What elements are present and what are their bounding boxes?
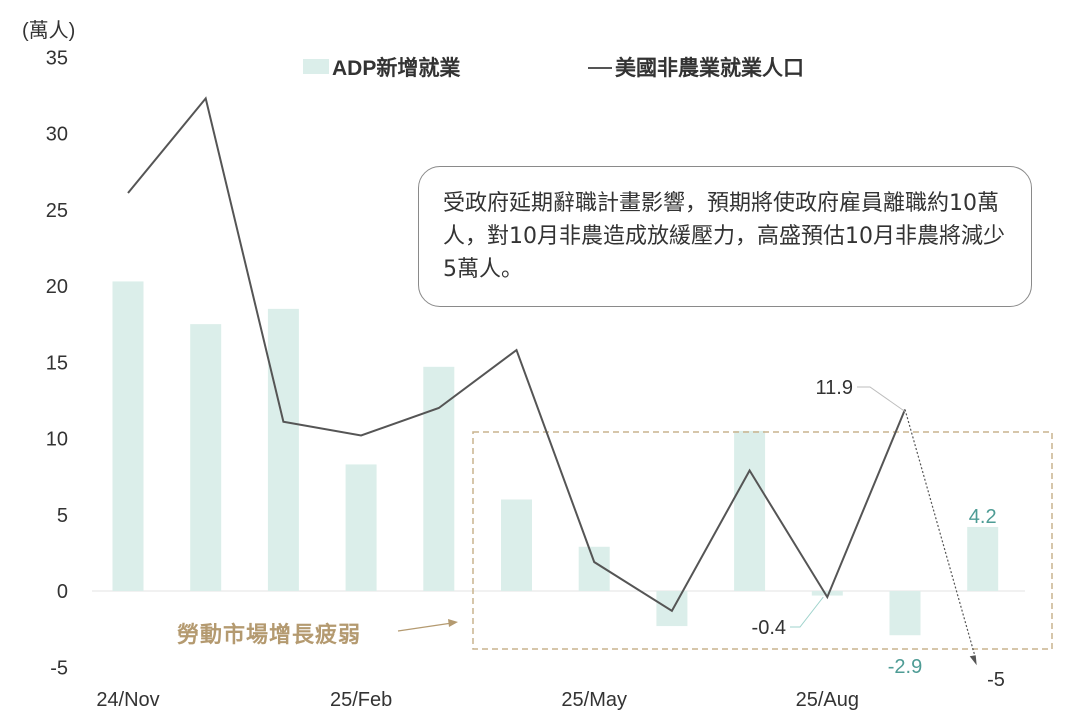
nfp-line-series (127, 96, 977, 666)
nfp-forecast-dotted-line (904, 409, 976, 656)
y-tick-label: 30 (46, 124, 68, 146)
leader-nfp-aug (790, 596, 824, 628)
adp-bars (112, 281, 999, 636)
nfp-forecast-arrowhead (969, 655, 977, 666)
data-label-nfp-oct: -5 (987, 669, 1005, 691)
y-axis-ticks: 35 30 25 20 15 10 5 0 -5 (46, 47, 68, 679)
y-tick-label: -5 (50, 657, 68, 679)
legend: ADP新增就業 美國非農業就業人口 (303, 56, 804, 80)
y-tick-label: 10 (46, 429, 68, 451)
y-tick-label: 35 (46, 47, 68, 69)
adp-bar (267, 308, 299, 591)
data-label-adp-oct: 4.2 (969, 506, 997, 528)
data-label-nfp-sep: 11.9 (816, 377, 853, 399)
y-tick-label: 25 (46, 200, 68, 222)
adp-bar (811, 591, 843, 596)
adp-bar (423, 366, 455, 591)
adp-bar (345, 464, 377, 591)
leader-lines (397, 619, 458, 632)
y-tick-label: 5 (57, 505, 68, 527)
adp-bar (967, 526, 999, 591)
y-tick-label: 20 (46, 276, 68, 298)
x-axis-ticks: 24/Nov 25/Feb 25/May 25/Aug (96, 689, 859, 711)
weakness-arrow-line (397, 622, 453, 632)
data-label-adp-sep: -2.9 (888, 656, 922, 678)
adp-bar (112, 281, 144, 591)
legend-adp-label: ADP新增就業 (332, 56, 461, 80)
x-tick-label: 25/Aug (796, 689, 859, 711)
y-tick-label: 0 (57, 581, 68, 603)
adp-bar (190, 324, 222, 591)
y-tick-label: 15 (46, 352, 68, 374)
legend-nfp-label: 美國非農業就業人口 (615, 56, 804, 80)
data-label-nfp-aug: -0.4 (752, 617, 786, 639)
adp-bar (656, 591, 688, 627)
weakness-arrow-head (448, 619, 458, 627)
adp-bar (501, 499, 532, 591)
x-tick-label: 25/May (561, 689, 627, 711)
x-tick-label: 24/Nov (96, 689, 159, 711)
weakness-highlight-box (472, 431, 1053, 650)
weakness-label: 勞動市場增長疲弱 (177, 623, 362, 648)
adp-bar (734, 430, 766, 591)
x-tick-label: 25/Feb (330, 689, 392, 711)
annotation-box: 受政府延期辭職計畫影響，預期將使政府雇員離職約10萬人，對10月非農造成放緩壓力… (418, 166, 1032, 307)
data-labels: 11.9 -0.4 -2.9 4.2 -5 (752, 377, 1005, 691)
nfp-line (127, 96, 906, 613)
y-axis-unit-label: (萬人) (22, 19, 75, 42)
legend-adp-swatch (303, 59, 329, 74)
adp-bar (889, 591, 921, 636)
leader-nfp-sep (857, 386, 906, 412)
